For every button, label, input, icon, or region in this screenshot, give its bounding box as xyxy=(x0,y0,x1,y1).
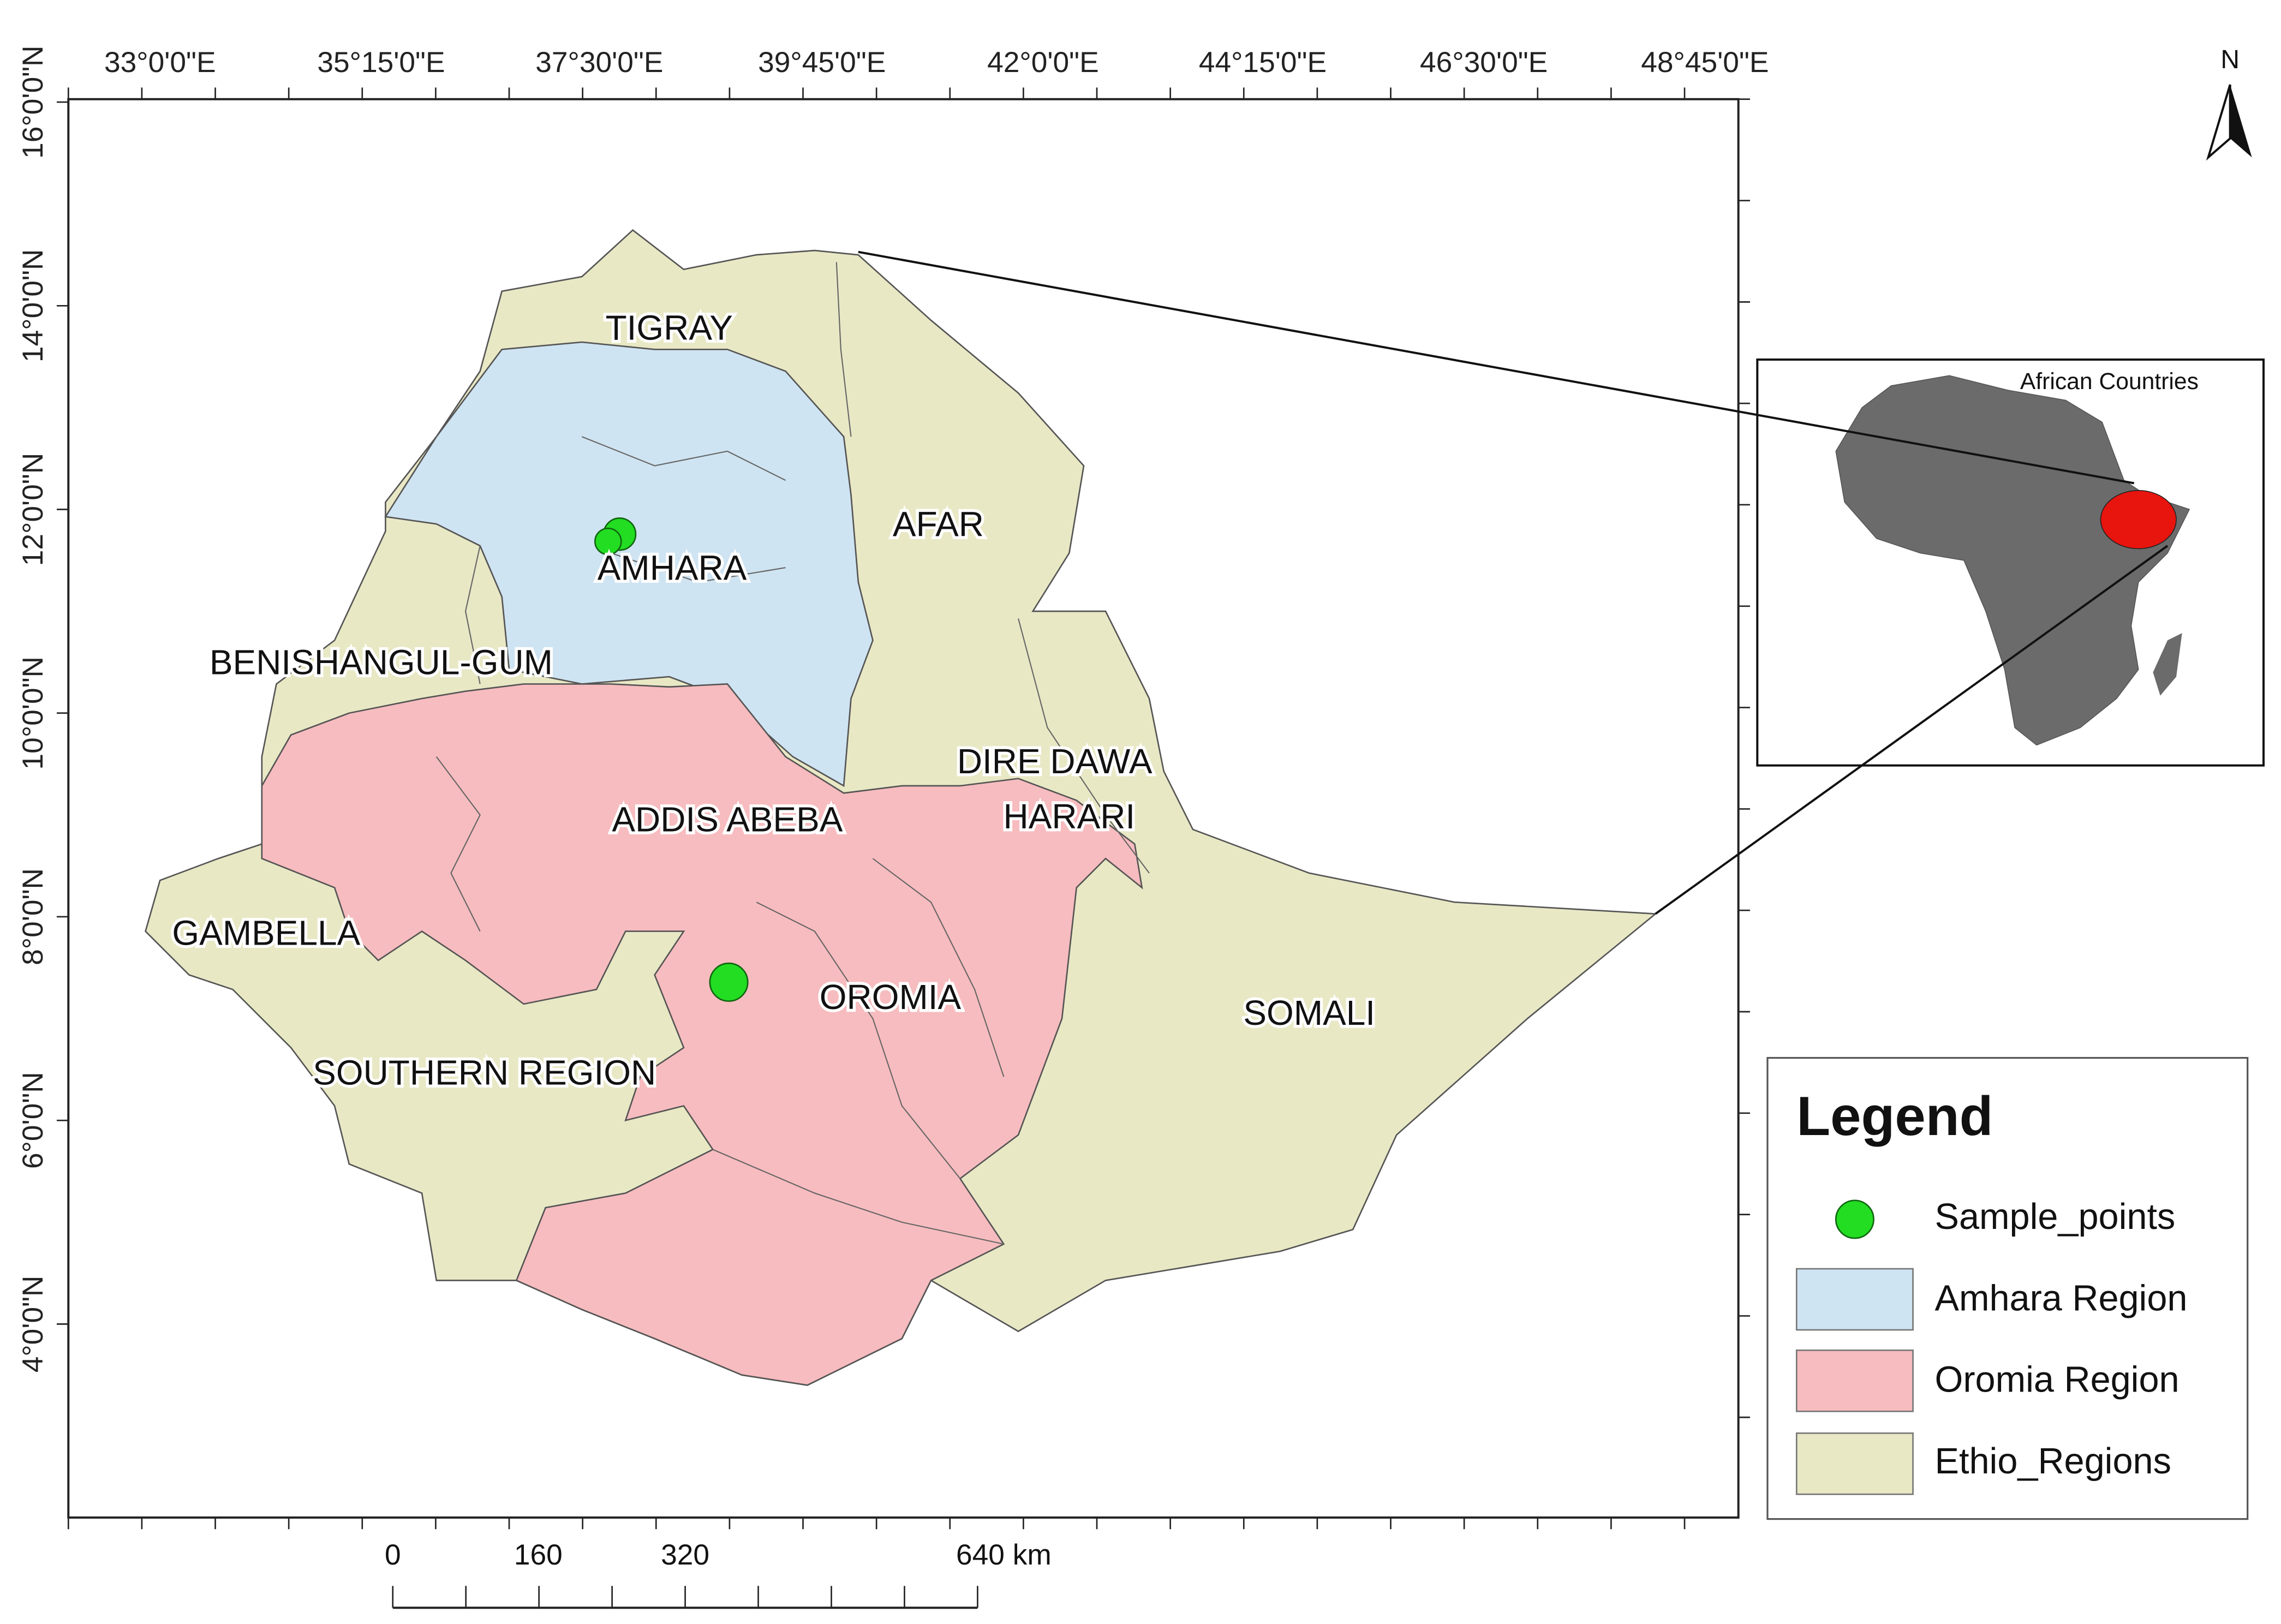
longitude-label: 46°30'0"E xyxy=(1420,46,1548,79)
latitude-label: 4°0'0"N xyxy=(17,1275,49,1372)
amhara-region xyxy=(384,341,874,787)
inset-title: African Countries xyxy=(2020,368,2199,395)
legend-symbol xyxy=(1835,1199,1874,1239)
latitude-label: 12°0'0"N xyxy=(17,453,49,566)
longitude-label: 42°0'0"E xyxy=(987,46,1099,79)
boundary xyxy=(712,1149,1004,1245)
boundary xyxy=(581,436,786,481)
boundary xyxy=(464,545,481,684)
scale-label: 160 xyxy=(514,1539,563,1571)
region-label: BENISHANGUL-GUM xyxy=(210,643,553,682)
boundary xyxy=(872,858,1005,1077)
region-label: SOMALI xyxy=(1243,993,1375,1032)
legend-label: Amhara Region xyxy=(1935,1278,2188,1318)
latitude-label: 10°0'0"N xyxy=(17,656,49,769)
latitude-label: 8°0'0"N xyxy=(17,868,49,965)
region-label: GAMBELLA xyxy=(172,913,360,952)
legend-symbol xyxy=(1795,1432,1914,1495)
north-label: N xyxy=(2220,45,2240,74)
region-label: ADDIS ABEBA xyxy=(612,800,843,839)
connector-line xyxy=(1655,545,2169,915)
boundary xyxy=(611,552,786,583)
longitude-label: 33°0'0"E xyxy=(104,46,216,79)
longitude-label: 48°45'0"E xyxy=(1641,46,1769,79)
latitude-label: 16°0'0"N xyxy=(17,45,49,158)
region-label: TIGRAY xyxy=(606,308,733,348)
region-label: AMHARA xyxy=(598,548,747,587)
region-label: AFAR xyxy=(893,504,984,544)
africa xyxy=(1835,375,2190,746)
region-label: DIRE DAWA xyxy=(957,742,1153,781)
legend-title: Legend xyxy=(1796,1085,1993,1147)
longitude-label: 37°30'0"E xyxy=(535,46,663,79)
legend-label: Oromia Region xyxy=(1935,1360,2180,1400)
region-label: OROMIA xyxy=(820,977,962,1017)
longitude-label: 44°15'0"E xyxy=(1199,46,1327,79)
longitude-label: 39°45'0"E xyxy=(758,46,886,79)
region-boundaries xyxy=(435,262,1150,1245)
boundary xyxy=(435,756,481,932)
scale-label: 0 xyxy=(385,1539,401,1571)
boundary xyxy=(756,901,961,1179)
madagascar xyxy=(2153,633,2182,696)
boundary xyxy=(835,262,852,437)
legend-label: Ethio_Regions xyxy=(1935,1441,2171,1482)
sample-point xyxy=(709,962,749,1002)
oromia-region xyxy=(261,683,1143,1386)
scale-label: 640 km xyxy=(956,1539,1052,1571)
region-label: SOUTHERN REGION xyxy=(313,1053,656,1092)
legend-symbol xyxy=(1795,1268,1914,1331)
latitude-label: 6°0'0"N xyxy=(17,1072,49,1169)
connector-line xyxy=(858,250,2135,485)
legend-label: Sample_points xyxy=(1935,1197,2176,1237)
region-label: HARARI xyxy=(1004,797,1136,836)
legend-symbol xyxy=(1795,1350,1914,1412)
boundary xyxy=(1018,618,1150,874)
longitude-label: 35°15'0"E xyxy=(317,46,445,79)
north-arrow xyxy=(2230,85,2252,158)
latitude-label: 14°0'0"N xyxy=(17,249,49,362)
sample-point xyxy=(594,527,622,556)
ethiopia-highlight xyxy=(2100,490,2177,550)
scale-label: 320 xyxy=(661,1539,709,1571)
